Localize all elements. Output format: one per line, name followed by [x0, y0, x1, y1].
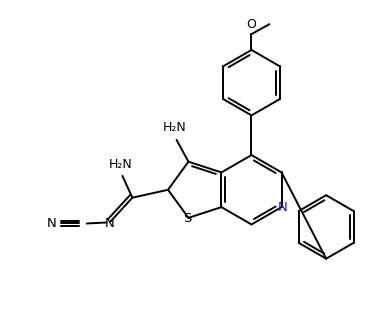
- Text: O: O: [247, 18, 256, 31]
- Text: H₂N: H₂N: [163, 121, 186, 134]
- Text: N: N: [105, 217, 114, 230]
- Text: N: N: [278, 200, 288, 214]
- Text: H₂N: H₂N: [108, 158, 132, 171]
- Text: S: S: [183, 212, 191, 225]
- Text: N: N: [46, 217, 56, 230]
